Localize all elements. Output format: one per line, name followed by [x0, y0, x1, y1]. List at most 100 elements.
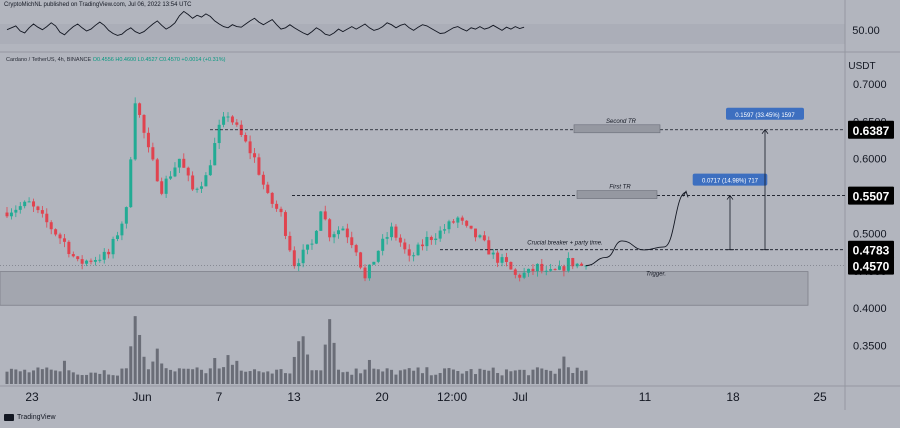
candle-body: [491, 252, 495, 255]
candle-body: [89, 260, 93, 262]
volume-bar: [116, 375, 119, 384]
volume-bar: [314, 370, 318, 384]
volume-bar: [549, 370, 553, 384]
candle-body: [558, 266, 561, 270]
volume-bar: [107, 374, 111, 384]
volume-bar: [540, 368, 544, 384]
candle-body: [535, 263, 539, 272]
candle-body: [381, 238, 385, 251]
candle-body: [164, 178, 168, 194]
volume-bar: [398, 370, 402, 384]
candle-body: [407, 249, 411, 256]
candle-body: [40, 210, 44, 214]
volume-bar: [350, 374, 354, 384]
first-target-measure-label-box: [692, 173, 768, 186]
price-tick-label: 0.4000: [853, 303, 887, 315]
candle-body: [23, 201, 27, 207]
volume-bar: [71, 372, 75, 384]
second-target-measure-label-box: [726, 107, 804, 120]
candle-body: [500, 257, 504, 263]
candle-body: [363, 267, 367, 279]
volume-bar: [580, 370, 584, 384]
currency-label: USDT: [848, 61, 875, 72]
volume-bar: [5, 371, 9, 384]
candle-body: [208, 165, 212, 176]
candle-body: [429, 236, 433, 241]
tradingview-logo[interactable]: TradingView: [4, 414, 56, 421]
volume-bar: [337, 369, 340, 384]
candle-body: [456, 217, 460, 223]
candle-body: [482, 235, 486, 241]
candle-body: [465, 220, 469, 226]
candle-body: [98, 259, 102, 261]
volume-bar: [146, 369, 150, 384]
candle-body: [36, 206, 40, 211]
volume-bar: [553, 373, 557, 384]
volume-bar: [45, 367, 49, 384]
volume-bar: [354, 368, 358, 384]
candle-body: [186, 167, 190, 176]
volume-bar: [23, 369, 27, 384]
volume-bar: [584, 370, 588, 384]
candle-body: [447, 221, 451, 230]
first-target-note: First TR: [609, 185, 631, 191]
candle-body: [195, 188, 199, 190]
volume-bar: [434, 374, 438, 384]
candle-body: [531, 268, 535, 272]
volume-bar: [124, 368, 128, 384]
candle-body: [571, 258, 575, 267]
volume-bar: [367, 359, 371, 384]
volume-bar: [261, 372, 265, 384]
candle-body: [146, 132, 150, 148]
candle-body: [279, 208, 283, 213]
price-tick-label: 0.5000: [853, 228, 887, 240]
volume-bar: [182, 368, 186, 384]
volume-bar: [345, 371, 349, 384]
volume-bar: [164, 368, 168, 384]
second-target-measure-arrow-head: [761, 129, 769, 135]
candle-body: [518, 274, 522, 278]
candle-body: [116, 235, 119, 239]
volume-bar: [420, 373, 424, 384]
candle-body: [173, 167, 177, 177]
candle-body: [301, 249, 305, 264]
volume-bar: [32, 370, 36, 384]
volume-bar: [58, 371, 62, 384]
candle-body: [85, 260, 89, 264]
candle-body: [160, 181, 164, 194]
volume-bar: [67, 370, 71, 384]
candle-body: [27, 201, 31, 203]
volume-bar: [460, 373, 464, 384]
volume-bar: [49, 369, 53, 384]
volume-bar: [40, 369, 44, 384]
candle-body: [14, 209, 18, 213]
candle-body: [270, 192, 274, 204]
volume-bar: [363, 369, 367, 384]
candle-body: [204, 175, 208, 187]
tradingview-logo-icon: [4, 414, 14, 421]
volume-bar: [535, 367, 539, 384]
volume-bar: [381, 371, 385, 384]
volume-bar: [133, 316, 137, 384]
first-target-measure-arrow-head: [726, 194, 734, 200]
candle-body: [58, 234, 62, 239]
volume-bar: [456, 371, 460, 384]
candle-body: [182, 158, 186, 168]
volume-bar: [465, 371, 469, 384]
candle-body: [328, 219, 332, 238]
volume-bar: [566, 367, 570, 384]
time-tick-label: 18: [726, 390, 740, 404]
candle-body: [376, 250, 380, 262]
volume-bar: [54, 370, 58, 384]
volume-bar: [76, 374, 80, 384]
first-target-box: [576, 190, 658, 199]
candle-body: [460, 217, 464, 221]
volume-bar: [394, 374, 398, 384]
volume-bar: [575, 367, 579, 384]
first-target-badge: [848, 186, 894, 205]
candle-body: [155, 159, 159, 182]
candle-body: [102, 251, 106, 260]
candle-body: [438, 230, 442, 239]
volume-bar: [169, 369, 173, 384]
